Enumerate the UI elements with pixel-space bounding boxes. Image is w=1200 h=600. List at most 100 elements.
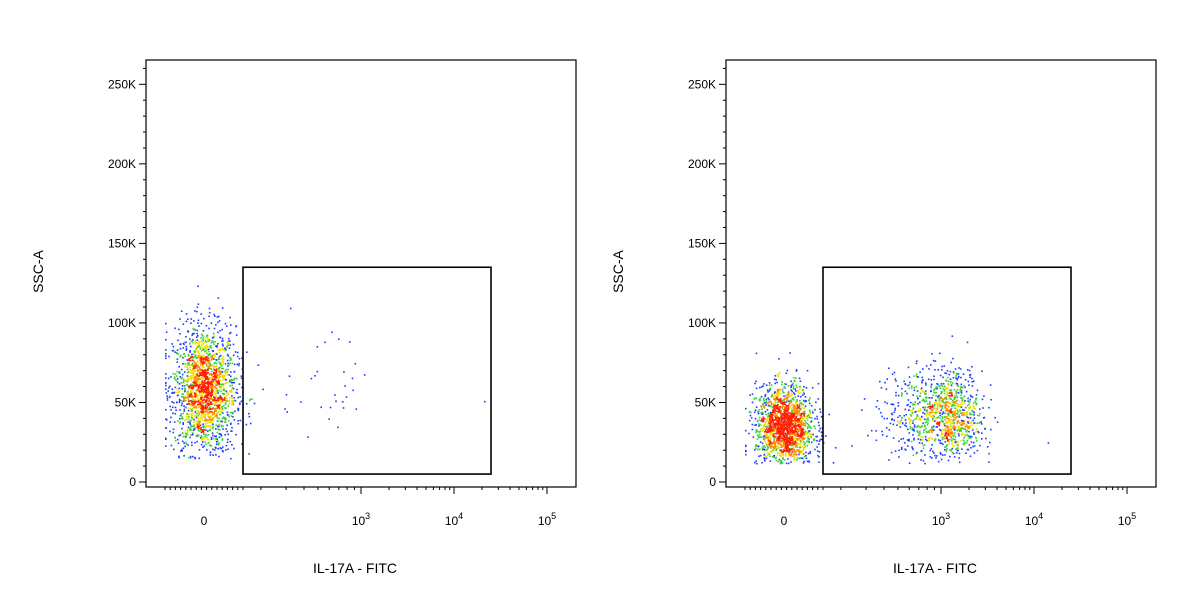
event-dot: [763, 424, 765, 426]
event-dot: [777, 412, 780, 414]
event-dot: [183, 380, 185, 382]
event-dot: [207, 378, 210, 381]
event-dot: [784, 423, 787, 425]
event-dot: [790, 414, 792, 416]
event-dot: [235, 391, 237, 394]
event-dot: [762, 416, 765, 418]
event-dot: [214, 362, 216, 364]
event-dot: [935, 426, 938, 428]
event-dot: [213, 407, 216, 410]
event-dot: [189, 366, 192, 369]
event-dot: [801, 446, 803, 448]
event-dot: [237, 408, 240, 411]
gate-rectangle[interactable]: [822, 266, 1072, 475]
event-dot: [975, 440, 978, 442]
event-dot: [970, 441, 973, 443]
event-dot: [954, 397, 956, 399]
event-dot: [774, 405, 776, 408]
event-dot: [213, 411, 215, 414]
event-dot: [916, 390, 919, 392]
event-dot: [774, 382, 776, 385]
event-dot: [207, 354, 210, 357]
event-dot: [946, 448, 948, 450]
event-dot: [800, 406, 803, 409]
event-dot: [213, 368, 215, 371]
event-dot: [809, 433, 812, 436]
event-dot: [773, 378, 776, 381]
event-dot: [212, 413, 214, 416]
event-dot: [925, 392, 927, 395]
event-dot: [192, 374, 194, 377]
event-dot: [764, 426, 767, 428]
event-dot: [225, 390, 228, 393]
event-dot: [223, 350, 226, 352]
event-dot: [776, 440, 778, 443]
event-dot: [226, 371, 228, 373]
event-dot: [929, 429, 932, 431]
event-dot: [916, 414, 918, 416]
event-dot: [203, 384, 206, 387]
event-dot: [894, 409, 896, 411]
event-dot: [934, 440, 936, 442]
event-dot: [794, 429, 796, 431]
event-dot: [202, 386, 204, 388]
event-dot: [819, 427, 822, 430]
event-dot: [210, 322, 213, 324]
event-dot: [806, 415, 809, 418]
event-dot: [770, 384, 773, 386]
event-dot: [767, 430, 770, 432]
event-dot: [931, 409, 933, 412]
event-dot: [218, 368, 220, 370]
event-dot: [937, 395, 939, 398]
event-dot: [774, 422, 776, 425]
event-dot: [901, 392, 903, 394]
event-dot: [202, 354, 205, 357]
event-dot: [970, 413, 973, 416]
event-dot: [796, 410, 799, 413]
event-dot: [786, 419, 789, 422]
event-dot: [818, 443, 820, 445]
event-dot: [804, 420, 806, 422]
event-dot: [975, 399, 977, 401]
event-dot: [960, 427, 962, 430]
event-dot: [940, 453, 942, 456]
event-dot: [968, 427, 971, 429]
event-dot: [202, 432, 205, 434]
event-dot: [803, 432, 806, 435]
event-dot: [221, 374, 224, 376]
event-dot: [936, 426, 939, 428]
event-dot: [939, 417, 941, 419]
event-dot: [220, 447, 223, 450]
event-dot: [941, 417, 944, 419]
event-dot: [756, 434, 759, 437]
event-dot: [932, 425, 935, 428]
event-dot: [960, 419, 963, 422]
event-dot: [780, 424, 783, 427]
event-dot: [773, 428, 775, 430]
gate-rectangle[interactable]: [242, 266, 492, 475]
event-dot: [785, 372, 788, 374]
event-dot: [182, 417, 184, 420]
event-dot: [964, 426, 966, 428]
event-dot: [768, 427, 770, 429]
event-dot: [766, 426, 768, 429]
event-dot: [754, 417, 757, 420]
event-dot: [954, 407, 956, 409]
event-dot: [768, 382, 771, 384]
event-dot: [198, 385, 200, 388]
event-dot: [236, 351, 239, 354]
event-dot: [218, 436, 221, 438]
event-dot: [770, 405, 772, 407]
event-dot: [770, 401, 772, 403]
event-dot: [957, 415, 959, 418]
event-dot: [907, 366, 910, 369]
event-dot: [209, 363, 211, 365]
event-dot: [954, 404, 956, 407]
event-dot: [926, 424, 929, 426]
event-dot: [784, 432, 787, 435]
event-dot: [959, 409, 962, 412]
event-dot: [797, 418, 800, 420]
event-dot: [778, 439, 780, 442]
event-dot: [196, 363, 199, 366]
event-dot: [193, 332, 195, 335]
